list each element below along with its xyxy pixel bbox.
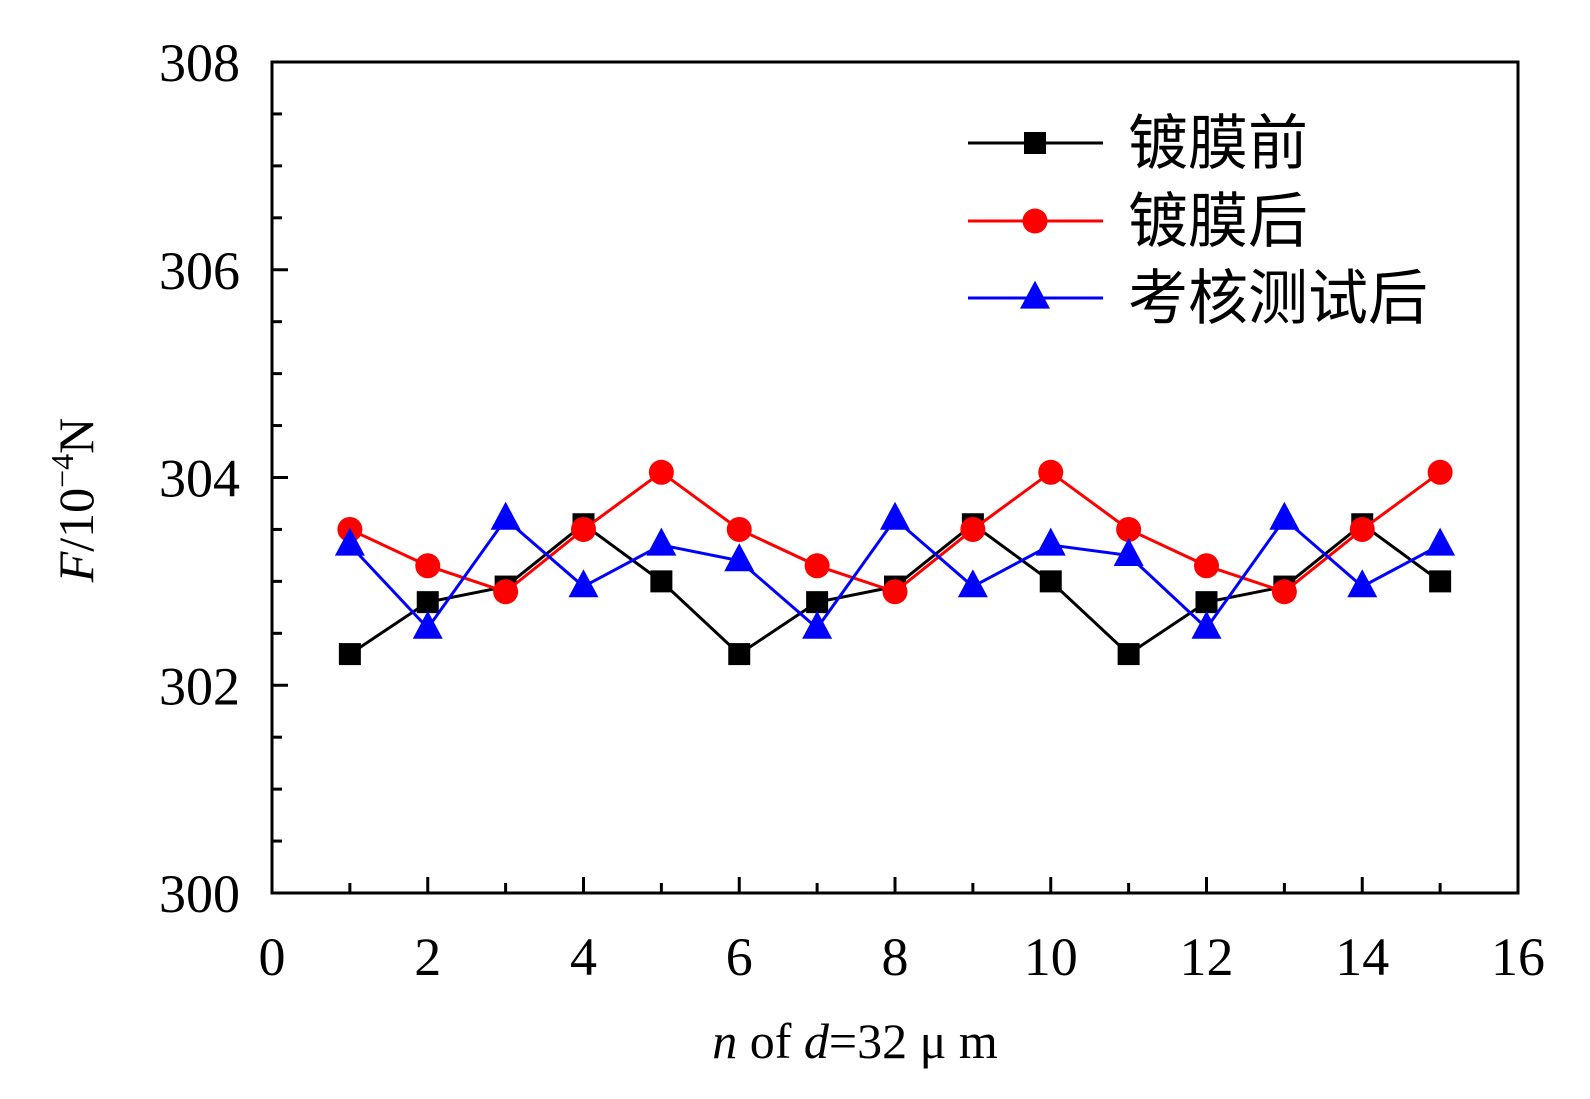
x-tick-label: 2 xyxy=(414,927,441,987)
x-axis-label-n: n xyxy=(712,1013,737,1069)
series-3-point xyxy=(568,569,599,598)
x-axis-ticks: 0 2 4 6 8 10 12 14 16 xyxy=(259,877,1545,987)
series-3-point xyxy=(1425,527,1456,556)
legend-label: 考核测试后 xyxy=(1128,264,1428,334)
y-axis-label-f: F xyxy=(48,551,104,583)
y-axis-ticks: 300 302 304 306 308 xyxy=(159,33,288,924)
series-2-point xyxy=(415,553,441,579)
series-layer xyxy=(334,459,1456,666)
x-axis-label-value: =32 μ m xyxy=(829,1013,998,1069)
series-1-point xyxy=(1039,570,1062,593)
series-1-point xyxy=(1117,643,1140,666)
series-2-point xyxy=(1271,579,1297,605)
series-2-point xyxy=(882,579,908,605)
series-2-point xyxy=(648,459,674,485)
y-axis-label-exponent: −4 xyxy=(44,454,80,488)
series-2-point xyxy=(960,516,986,542)
series-3 xyxy=(334,501,1456,639)
series-3-line xyxy=(348,516,1441,631)
series-3-point xyxy=(490,501,521,530)
series-1-point xyxy=(338,643,361,666)
legend-swatch-marker xyxy=(1022,208,1048,234)
series-2-point xyxy=(726,516,752,542)
x-tick-label: 8 xyxy=(882,927,909,987)
series-2-point xyxy=(804,553,830,579)
y-tick-label: 302 xyxy=(159,656,240,716)
series-3-point xyxy=(646,527,677,556)
legend-swatch-marker xyxy=(1024,132,1046,154)
series-3-point xyxy=(724,543,755,572)
series-2-point xyxy=(1038,459,1064,485)
series-3-point xyxy=(802,610,833,639)
series-3-point xyxy=(1347,569,1378,598)
series-2-point xyxy=(571,516,596,542)
legend-label: 镀膜前 xyxy=(1128,109,1308,179)
series-3-point xyxy=(957,569,988,598)
y-axis-label: F/10−4N xyxy=(44,418,104,584)
y-tick-label: 308 xyxy=(159,33,240,93)
series-1-point xyxy=(650,570,673,593)
x-tick-label: 4 xyxy=(570,927,597,987)
y-axis-label-base: /10 xyxy=(48,488,104,552)
y-axis-label-unit: N xyxy=(48,418,104,454)
legend-item-2: 镀膜后 xyxy=(968,187,1308,257)
series-2-point xyxy=(1349,516,1375,542)
series-1-point xyxy=(728,643,751,666)
series-3-point xyxy=(1269,501,1300,530)
legend-item-3: 考核测试后 xyxy=(968,264,1428,334)
series-1-point xyxy=(1195,591,1218,614)
x-axis-label-d: d xyxy=(804,1013,830,1069)
y-tick-label: 306 xyxy=(159,241,240,301)
series-3-point xyxy=(334,527,365,556)
series-1-point xyxy=(416,591,439,614)
series-1-point xyxy=(1429,570,1452,593)
legend-swatch-marker xyxy=(1020,280,1050,309)
x-tick-label: 14 xyxy=(1335,927,1389,987)
series-1-point xyxy=(806,591,829,614)
y-tick-label: 300 xyxy=(159,864,240,924)
series-2-point xyxy=(1427,459,1453,485)
series-3-point xyxy=(1113,538,1144,567)
series-2-point xyxy=(1116,516,1142,542)
x-tick-label: 6 xyxy=(726,927,753,987)
y-tick-label: 304 xyxy=(159,449,240,509)
x-tick-label: 0 xyxy=(259,927,286,987)
series-2-point xyxy=(1194,553,1219,579)
x-axis-label-of: of xyxy=(737,1013,804,1069)
series-3-point xyxy=(1191,610,1222,639)
series-3-point xyxy=(412,610,443,639)
legend-label: 镀膜后 xyxy=(1128,187,1308,257)
legend-item-1: 镀膜前 xyxy=(968,109,1308,179)
x-tick-label: 10 xyxy=(1024,927,1078,987)
x-axis-label: n of d=32 μ m xyxy=(712,1013,998,1069)
series-3-point xyxy=(1035,527,1066,556)
x-tick-label: 16 xyxy=(1491,927,1545,987)
series-2-point xyxy=(493,579,519,605)
x-tick-label: 12 xyxy=(1180,927,1234,987)
series-3-point xyxy=(880,501,910,530)
series-2 xyxy=(337,459,1453,605)
